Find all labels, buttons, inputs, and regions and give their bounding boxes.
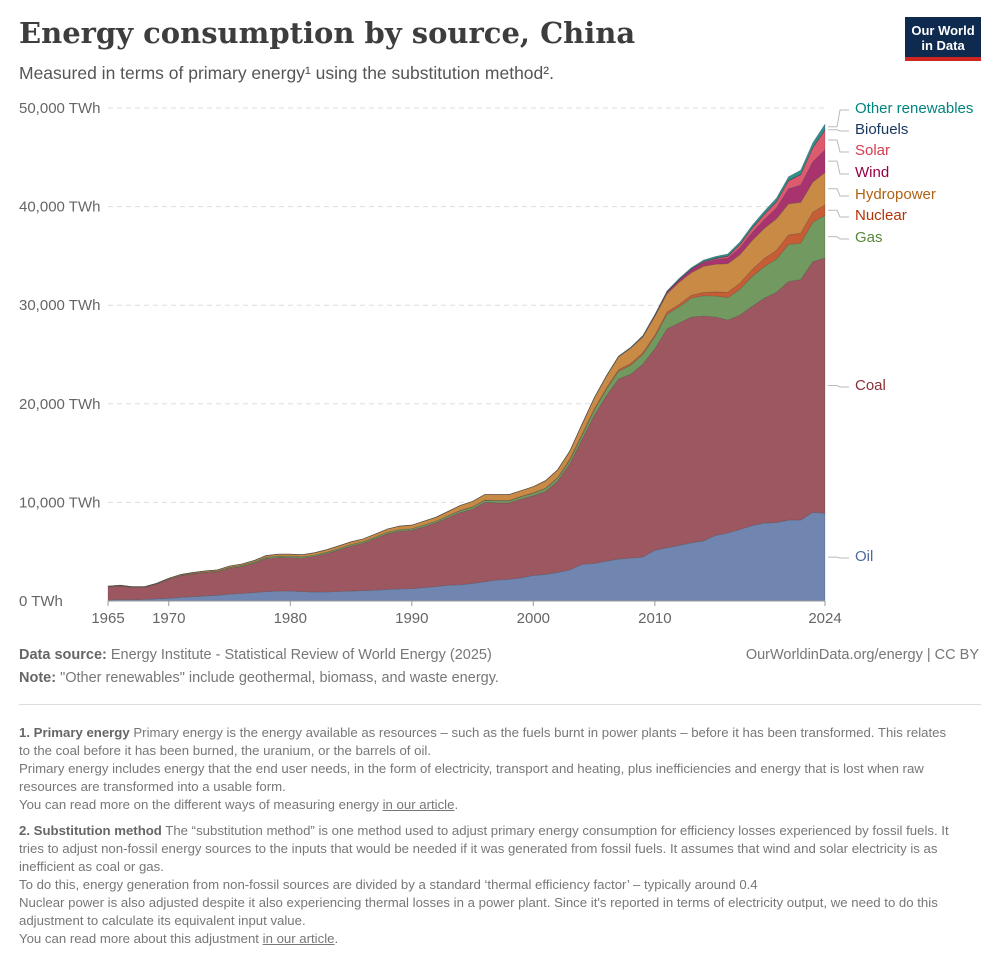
legend-connector [828, 556, 849, 559]
y-tick-label: 40,000 TWh [19, 199, 100, 216]
x-tick-label: 1980 [274, 610, 307, 627]
source-text: Energy Institute - Statistical Review of… [110, 647, 492, 663]
legend-connector [828, 160, 849, 175]
logo-text: Our World in Data [911, 23, 975, 53]
article-link[interactable]: in our article [262, 931, 335, 946]
legend-connector [828, 209, 849, 218]
area-hydropower [107, 171, 826, 588]
note-label: Note: [19, 670, 57, 686]
footnote-line: You can read more on the different ways … [19, 797, 383, 812]
area-other-renewables [107, 123, 826, 587]
legend-connector [828, 129, 849, 132]
y-tick-label: 50,000 TWh [19, 100, 100, 117]
footnote-line: To do this, energy generation from non-f… [19, 877, 758, 892]
legend-label-hydropower[interactable]: Hydropower [855, 186, 936, 203]
legend-connector [828, 139, 849, 153]
legend-label-biofuels[interactable]: Biofuels [855, 121, 909, 138]
chart-title: Energy consumption by source, China [19, 16, 636, 50]
area-nuclear [107, 204, 826, 588]
x-tick-label: 2024 [808, 610, 841, 627]
x-tick-label: 2000 [517, 610, 550, 627]
article-link[interactable]: in our article [382, 797, 455, 812]
legend-label-solar[interactable]: Solar [855, 142, 891, 159]
legend-connector [828, 188, 849, 197]
source-label: Data source: [19, 647, 107, 663]
x-tick-label: 1990 [395, 610, 428, 627]
footnote-line: The “substitution method” is one method … [19, 823, 949, 874]
footnote-title: 2. Substitution method [19, 823, 162, 838]
area-wind [107, 149, 826, 587]
x-tick-label: 2010 [638, 610, 671, 627]
footnote-line: Primary energy includes energy that the … [19, 761, 924, 794]
legend-connector [828, 109, 849, 128]
legend-connector [828, 385, 849, 388]
x-tick-label: 1970 [152, 610, 185, 627]
footnote-primary-energy: 1. Primary energy Primary energy is the … [19, 724, 949, 814]
x-tick-label: 1965 [91, 610, 124, 627]
footnote-substitution-method: 2. Substitution method The “substitution… [19, 822, 949, 948]
legend-label-coal[interactable]: Coal [855, 377, 886, 394]
license-link[interactable]: OurWorldinData.org/energy | CC BY [745, 647, 979, 663]
punct: . [454, 797, 459, 812]
footnote-line: You can read more about this adjustment [19, 931, 263, 946]
note: Note: "Other renewables" include geother… [19, 670, 499, 686]
footnote-line: Primary energy is the energy available a… [19, 725, 947, 758]
punct: . [334, 931, 339, 946]
owid-logo[interactable]: Our World in Data [905, 17, 981, 61]
y-tick-label: 10,000 TWh [19, 494, 100, 511]
legend-label-oil[interactable]: Oil [855, 548, 874, 565]
footnote-line: Nuclear power is also adjusted despite i… [19, 895, 938, 928]
data-source: Data source: Energy Institute - Statisti… [19, 647, 492, 663]
legend-connector [828, 236, 849, 240]
footnote-title: 1. Primary energy [19, 725, 130, 740]
y-tick-label: 0 TWh [19, 593, 63, 610]
divider [19, 704, 981, 705]
legend-label-other-renewables[interactable]: Other renewables [855, 100, 974, 117]
y-tick-label: 20,000 TWh [19, 396, 100, 413]
legend-label-gas[interactable]: Gas [855, 229, 883, 246]
legend-label-wind[interactable]: Wind [855, 164, 890, 181]
area-biofuels [107, 128, 826, 587]
y-tick-label: 30,000 TWh [19, 297, 100, 314]
area-solar [107, 129, 826, 587]
chart-subtitle: Measured in terms of primary energy¹ usi… [19, 63, 554, 83]
legend-label-nuclear[interactable]: Nuclear [855, 207, 907, 224]
stacked-area-chart: 0 TWh 10,000 TWh 20,000 TWh 30,000 TWh 40,00… [19, 100, 849, 627]
note-text: "Other renewables" include geothermal, b… [60, 670, 499, 686]
